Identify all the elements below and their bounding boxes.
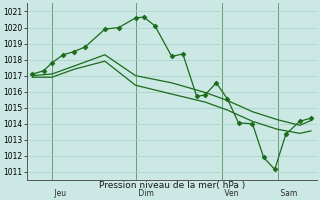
Text: Ven: Ven	[222, 189, 238, 198]
Text: Jeu: Jeu	[52, 189, 66, 198]
X-axis label: Pression niveau de la mer( hPa ): Pression niveau de la mer( hPa )	[99, 181, 245, 190]
Text: Dim: Dim	[135, 189, 153, 198]
Text: Sam: Sam	[277, 189, 297, 198]
